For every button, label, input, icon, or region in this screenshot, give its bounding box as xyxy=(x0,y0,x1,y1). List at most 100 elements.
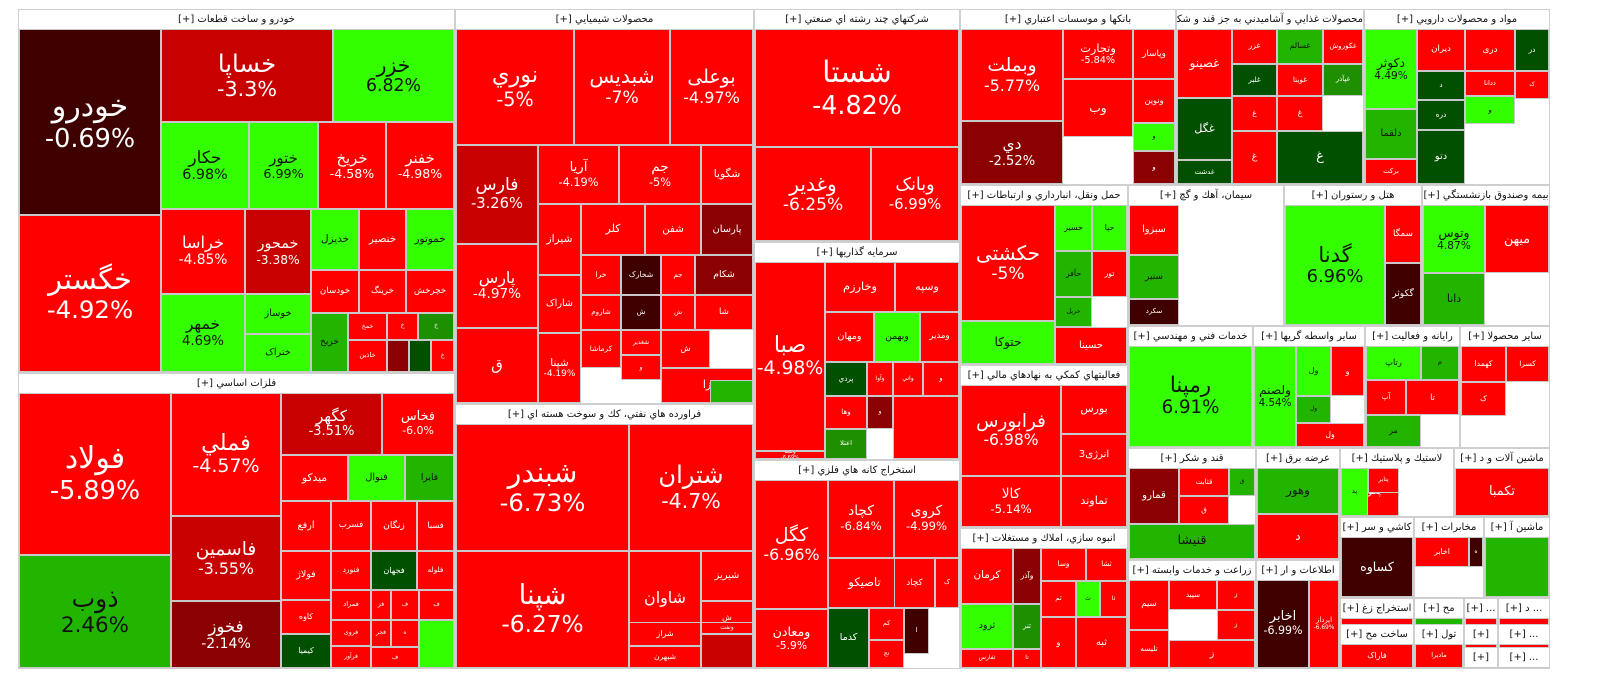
stock-tile[interactable]: غسالم xyxy=(1277,29,1323,64)
stock-tile[interactable] xyxy=(893,396,959,459)
stock-tile[interactable]: وسنا -6.69% xyxy=(755,451,825,459)
stock-tile[interactable]: خرینگ xyxy=(359,270,406,313)
stock-tile[interactable]: ونوين xyxy=(1133,79,1175,123)
stock-tile[interactable]: تاصیکو xyxy=(828,558,901,608)
stock-tile[interactable] xyxy=(387,340,409,372)
stock-tile[interactable]: فولاد -5.89% xyxy=(19,393,171,555)
stock-tile[interactable]: فروی xyxy=(331,620,371,646)
stock-tile[interactable]: وهور xyxy=(1257,468,1339,514)
stock-tile[interactable]: خاذین xyxy=(348,340,387,372)
stock-tile[interactable]: دتو xyxy=(1417,130,1465,184)
sector-title[interactable]: قند و شكر [+] xyxy=(1129,449,1255,469)
sector-title[interactable]: مح [+] xyxy=(1415,599,1463,619)
stock-tile[interactable]: پارسان xyxy=(701,204,753,255)
stock-tile[interactable]: ث xyxy=(1076,581,1100,617)
stock-tile[interactable]: دي -2.52% xyxy=(961,121,1063,184)
stock-tile[interactable]: غویتا xyxy=(1277,64,1323,96)
stock-tile[interactable]: خ xyxy=(431,340,454,372)
stock-tile[interactable]: و xyxy=(1133,123,1175,151)
stock-tile[interactable]: سبزوا xyxy=(1129,205,1179,255)
stock-tile[interactable]: ک xyxy=(1515,71,1549,99)
stock-tile[interactable]: کهمدا xyxy=(1461,346,1506,382)
stock-tile[interactable]: ف xyxy=(371,647,419,668)
stock-tile[interactable]: وبانک -6.99% xyxy=(871,147,959,241)
stock-tile[interactable]: ش xyxy=(661,295,695,330)
stock-tile[interactable]: فولاژ xyxy=(281,551,331,600)
stock-tile[interactable]: شبهرن xyxy=(629,646,701,668)
stock-tile[interactable]: زنگان xyxy=(371,501,417,551)
sector-title[interactable]: فلزات اساسي [+] xyxy=(19,374,454,394)
stock-tile[interactable]: دیران xyxy=(1417,29,1465,71)
sector-title[interactable]: مواد و محصولات دارويي [+] xyxy=(1365,10,1549,30)
stock-tile[interactable]: فایرا xyxy=(405,455,454,501)
stock-tile[interactable] xyxy=(1465,667,1497,668)
stock-tile[interactable]: کیمیا xyxy=(281,634,331,668)
stock-tile[interactable]: فاسمین -3.55% xyxy=(171,516,281,601)
sector-title[interactable]: لاستيك و پلاستيك [+] xyxy=(1341,449,1453,469)
stock-tile[interactable]: شتران -4.7% xyxy=(629,424,753,551)
stock-tile[interactable]: تلیسه xyxy=(1129,630,1169,668)
stock-tile[interactable]: شفن xyxy=(645,204,701,255)
stock-tile[interactable]: خودرو -0.69% xyxy=(19,29,161,215)
sector-title[interactable]: سایر محصولا [+] xyxy=(1461,327,1549,347)
stock-tile[interactable]: حتوکا xyxy=(961,321,1055,364)
stock-tile[interactable]: خرا xyxy=(581,255,621,295)
stock-tile[interactable]: ثا xyxy=(1100,581,1127,617)
stock-tile[interactable]: گکوثر xyxy=(1385,263,1421,325)
stock-tile[interactable]: حسینا xyxy=(1055,327,1127,364)
stock-tile[interactable]: خگستر -4.92% xyxy=(19,215,161,372)
stock-tile[interactable]: تا xyxy=(1406,380,1459,415)
stock-tile[interactable]: ق xyxy=(1179,496,1229,524)
stock-tile[interactable]: خنصیر xyxy=(359,209,406,270)
stock-tile[interactable]: فسبا xyxy=(417,501,454,551)
stock-tile[interactable]: سنیر xyxy=(1129,255,1179,299)
stock-tile[interactable]: ارفع xyxy=(281,501,331,551)
stock-tile[interactable]: وبهمن xyxy=(874,312,920,362)
stock-tile[interactable]: د xyxy=(1257,514,1339,559)
stock-tile[interactable]: شپنا -6.27% xyxy=(456,551,629,668)
stock-tile[interactable]: خساپا -3.3% xyxy=(161,29,333,122)
stock-tile[interactable]: کرماشا xyxy=(581,330,621,368)
sector-title[interactable]: بانكها و موسسات اعتباري [+] xyxy=(961,10,1175,30)
sector-title[interactable]: فعاليتهاي كمكي به نهادهاي مالي [+] xyxy=(961,366,1127,386)
stock-tile[interactable]: و xyxy=(1133,151,1175,184)
stock-tile[interactable]: فز xyxy=(371,590,391,620)
stock-tile[interactable]: بورس xyxy=(1061,385,1127,434)
stock-tile[interactable]: و xyxy=(1041,617,1076,668)
sector-title[interactable]: انبوه سازي، املاك و مستغلات [+] xyxy=(961,529,1127,549)
stock-tile[interactable]: کگهر -3.51% xyxy=(281,393,382,455)
stock-tile[interactable]: برکت xyxy=(1365,159,1417,184)
sector-title[interactable]: ... [+] xyxy=(1499,625,1549,645)
stock-tile[interactable]: صبا -4.98% xyxy=(755,262,825,451)
stock-tile[interactable]: خموتور xyxy=(406,209,454,270)
stock-tile[interactable]: قنیشا xyxy=(1129,524,1255,559)
stock-tile[interactable]: غصینو xyxy=(1177,29,1232,98)
stock-tile[interactable]: کدما xyxy=(828,608,869,668)
stock-tile[interactable]: ثشا xyxy=(1086,548,1127,581)
stock-tile[interactable]: شا xyxy=(695,295,753,330)
stock-tile[interactable]: غ xyxy=(1277,96,1323,131)
sector-title[interactable]: محصولات غذايي و آشاميدني به جز قند و شكر… xyxy=(1177,10,1363,30)
stock-tile[interactable]: رتاپ xyxy=(1366,346,1421,380)
stock-tile[interactable]: فرابورس -6.98% xyxy=(961,385,1061,476)
stock-tile[interactable]: غ xyxy=(1232,96,1277,131)
sector-title[interactable]: کاشي و سر [+] xyxy=(1341,518,1413,538)
sector-title[interactable]: ساخت مح [+] xyxy=(1341,625,1413,645)
stock-tile[interactable] xyxy=(701,634,753,668)
stock-tile[interactable] xyxy=(409,340,431,372)
stock-tile[interactable]: فخاس -6.0% xyxy=(382,393,454,455)
stock-tile[interactable]: فلوله xyxy=(417,551,454,590)
stock-tile[interactable]: ز xyxy=(1169,640,1255,668)
stock-tile[interactable]: حپا xyxy=(1092,205,1127,251)
stock-tile[interactable]: ثم xyxy=(1041,581,1076,617)
sector-title[interactable]: بيمه وصندوق بازنشستگي [+] xyxy=(1423,186,1549,206)
stock-tile[interactable]: حآفر xyxy=(1055,251,1092,297)
sector-title[interactable]: شركتهاي چند رشته اي صنعتي [+] xyxy=(755,10,959,30)
stock-tile[interactable]: نوري -5% xyxy=(456,29,574,145)
stock-tile[interactable]: و xyxy=(923,362,959,396)
stock-tile[interactable]: بوعلی -4.97% xyxy=(670,29,753,145)
stock-tile[interactable]: کم xyxy=(869,608,904,640)
stock-tile[interactable]: خریخ xyxy=(311,313,348,372)
stock-tile[interactable]: ثفارس xyxy=(961,649,1013,668)
stock-tile[interactable]: ک xyxy=(1461,382,1506,416)
